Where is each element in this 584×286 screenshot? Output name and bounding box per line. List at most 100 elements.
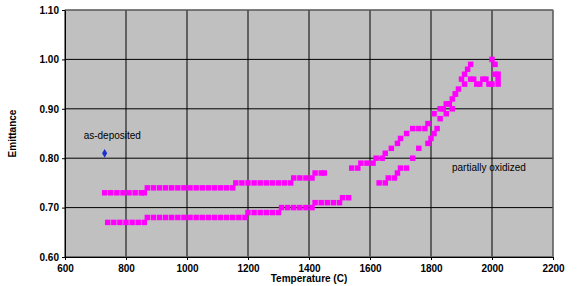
x-tick-label: 800 xyxy=(118,263,135,274)
point xyxy=(285,205,290,210)
point xyxy=(126,190,131,195)
point xyxy=(297,175,302,180)
x-tick-label: 600 xyxy=(57,263,74,274)
point xyxy=(303,205,308,210)
y-tick-label: 0.70 xyxy=(40,202,60,213)
y-tick-mark xyxy=(62,59,65,60)
y-tick-label: 0.90 xyxy=(40,104,60,115)
point xyxy=(322,170,327,175)
point xyxy=(492,62,497,67)
annotation: partially oxidized xyxy=(452,162,526,173)
y-tick-label: 1.00 xyxy=(40,54,60,65)
point xyxy=(376,180,381,185)
y-axis: 0.600.700.800.901.001.10 xyxy=(40,5,66,263)
point xyxy=(120,190,125,195)
x-axis-title: Temperature (C) xyxy=(271,273,348,284)
point xyxy=(370,160,375,165)
x-tick-label: 2000 xyxy=(481,263,504,274)
grid xyxy=(65,10,553,257)
point xyxy=(425,121,430,126)
y-tick-mark xyxy=(62,109,65,110)
y-tick: 0.80 xyxy=(40,153,65,164)
point xyxy=(440,106,445,111)
x-tick-mark xyxy=(126,257,127,260)
point xyxy=(111,220,116,225)
point xyxy=(291,205,296,210)
point xyxy=(309,175,314,180)
point xyxy=(437,116,442,121)
point xyxy=(309,205,314,210)
point xyxy=(151,185,156,190)
grid-line-x xyxy=(492,10,493,257)
point xyxy=(145,215,150,220)
x-tick-mark xyxy=(309,257,310,260)
point xyxy=(331,200,336,205)
annotation: as-deposited xyxy=(84,130,141,141)
x-tick-mark xyxy=(370,257,371,260)
x-tick-label: 1000 xyxy=(176,263,199,274)
point xyxy=(135,220,140,225)
x-tick: 600 xyxy=(57,257,74,274)
point xyxy=(383,151,388,156)
point xyxy=(270,210,275,215)
point xyxy=(105,220,110,225)
point xyxy=(242,215,247,220)
y-tick: 1.00 xyxy=(40,54,65,65)
point xyxy=(224,185,229,190)
point xyxy=(200,185,205,190)
point xyxy=(425,141,430,146)
point xyxy=(312,200,317,205)
point xyxy=(157,215,162,220)
point xyxy=(245,210,250,215)
point xyxy=(358,160,363,165)
series xyxy=(102,149,107,158)
grid-line-y xyxy=(65,158,553,159)
point xyxy=(264,180,269,185)
y-tick: 0.90 xyxy=(40,104,65,115)
point xyxy=(264,210,269,215)
x-tick: 1200 xyxy=(237,257,260,274)
point xyxy=(114,190,119,195)
point xyxy=(236,215,241,220)
point xyxy=(325,200,330,205)
point xyxy=(102,190,107,195)
point xyxy=(386,175,391,180)
point xyxy=(206,215,211,220)
point xyxy=(230,215,235,220)
x-tick: 1000 xyxy=(176,257,199,274)
point xyxy=(230,185,235,190)
y-tick-mark xyxy=(62,257,65,258)
point xyxy=(151,215,156,220)
point xyxy=(193,215,198,220)
x-tick-mark xyxy=(248,257,249,260)
x-tick-label: 2200 xyxy=(542,263,565,274)
point xyxy=(187,185,192,190)
point xyxy=(453,91,458,96)
point xyxy=(212,185,217,190)
point xyxy=(468,62,473,67)
point xyxy=(428,136,433,141)
point xyxy=(431,131,436,136)
point xyxy=(270,180,275,185)
point xyxy=(349,165,354,170)
point xyxy=(206,185,211,190)
point xyxy=(303,175,308,180)
point xyxy=(218,215,223,220)
x-tick-mark xyxy=(431,257,432,260)
x-tick-label: 1600 xyxy=(359,263,382,274)
x-tick: 1600 xyxy=(359,257,382,274)
point xyxy=(410,126,415,131)
point xyxy=(245,180,250,185)
point xyxy=(373,155,378,160)
point xyxy=(291,175,296,180)
point xyxy=(233,180,238,185)
point xyxy=(117,220,122,225)
point xyxy=(462,81,467,86)
point xyxy=(169,185,174,190)
point xyxy=(340,195,345,200)
point xyxy=(224,215,229,220)
point xyxy=(318,200,323,205)
point xyxy=(187,215,192,220)
point xyxy=(257,210,262,215)
point xyxy=(495,71,500,76)
